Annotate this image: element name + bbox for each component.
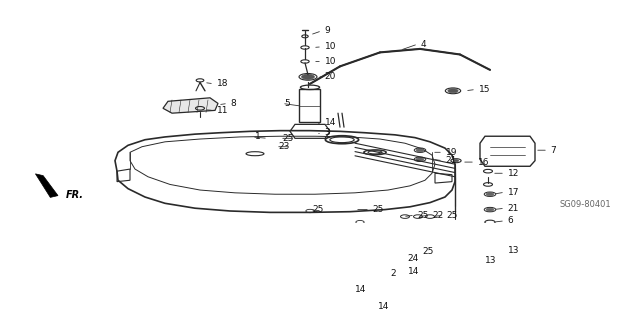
Text: 23: 23	[278, 142, 290, 151]
Text: 12: 12	[508, 169, 519, 178]
Text: 25: 25	[283, 134, 294, 143]
Text: 5: 5	[285, 99, 291, 108]
Text: 14: 14	[324, 118, 336, 127]
Text: 9: 9	[324, 26, 330, 35]
Text: 25: 25	[422, 247, 434, 256]
Text: 7: 7	[550, 146, 556, 155]
Text: 17: 17	[508, 188, 519, 197]
Text: 14: 14	[355, 286, 366, 294]
Ellipse shape	[416, 158, 424, 161]
Text: SG09-80401: SG09-80401	[559, 201, 611, 210]
Ellipse shape	[486, 208, 494, 211]
Text: 25: 25	[447, 211, 458, 220]
Text: 8: 8	[230, 99, 236, 108]
Text: 22: 22	[433, 211, 444, 220]
Text: 6: 6	[508, 216, 513, 225]
Text: 25: 25	[312, 205, 324, 214]
Text: 14: 14	[408, 267, 419, 276]
Polygon shape	[163, 98, 218, 113]
Ellipse shape	[461, 260, 469, 263]
Ellipse shape	[448, 89, 458, 93]
Text: 25: 25	[372, 205, 384, 214]
Text: 19: 19	[445, 148, 457, 157]
Text: 11: 11	[216, 106, 228, 115]
Text: 21: 21	[508, 204, 519, 213]
Text: FR.: FR.	[66, 189, 84, 199]
Text: 14: 14	[378, 301, 389, 310]
Text: 2: 2	[390, 269, 396, 278]
Ellipse shape	[486, 250, 494, 253]
Text: 25: 25	[417, 211, 429, 220]
Text: 4: 4	[420, 40, 426, 48]
Text: 24: 24	[408, 254, 419, 263]
Text: 3: 3	[324, 128, 330, 137]
Text: 15: 15	[479, 85, 490, 94]
Text: 18: 18	[216, 79, 228, 88]
Text: 1: 1	[255, 132, 260, 141]
Ellipse shape	[416, 149, 424, 152]
Ellipse shape	[301, 74, 314, 79]
Text: 13: 13	[484, 256, 496, 265]
Text: 21: 21	[445, 156, 457, 165]
Ellipse shape	[453, 160, 458, 162]
Text: 13: 13	[508, 246, 519, 255]
Text: 10: 10	[324, 57, 336, 66]
Text: 20: 20	[324, 72, 336, 81]
Text: 10: 10	[324, 42, 336, 51]
Text: 16: 16	[477, 158, 489, 167]
Ellipse shape	[486, 193, 494, 196]
Polygon shape	[35, 174, 58, 197]
